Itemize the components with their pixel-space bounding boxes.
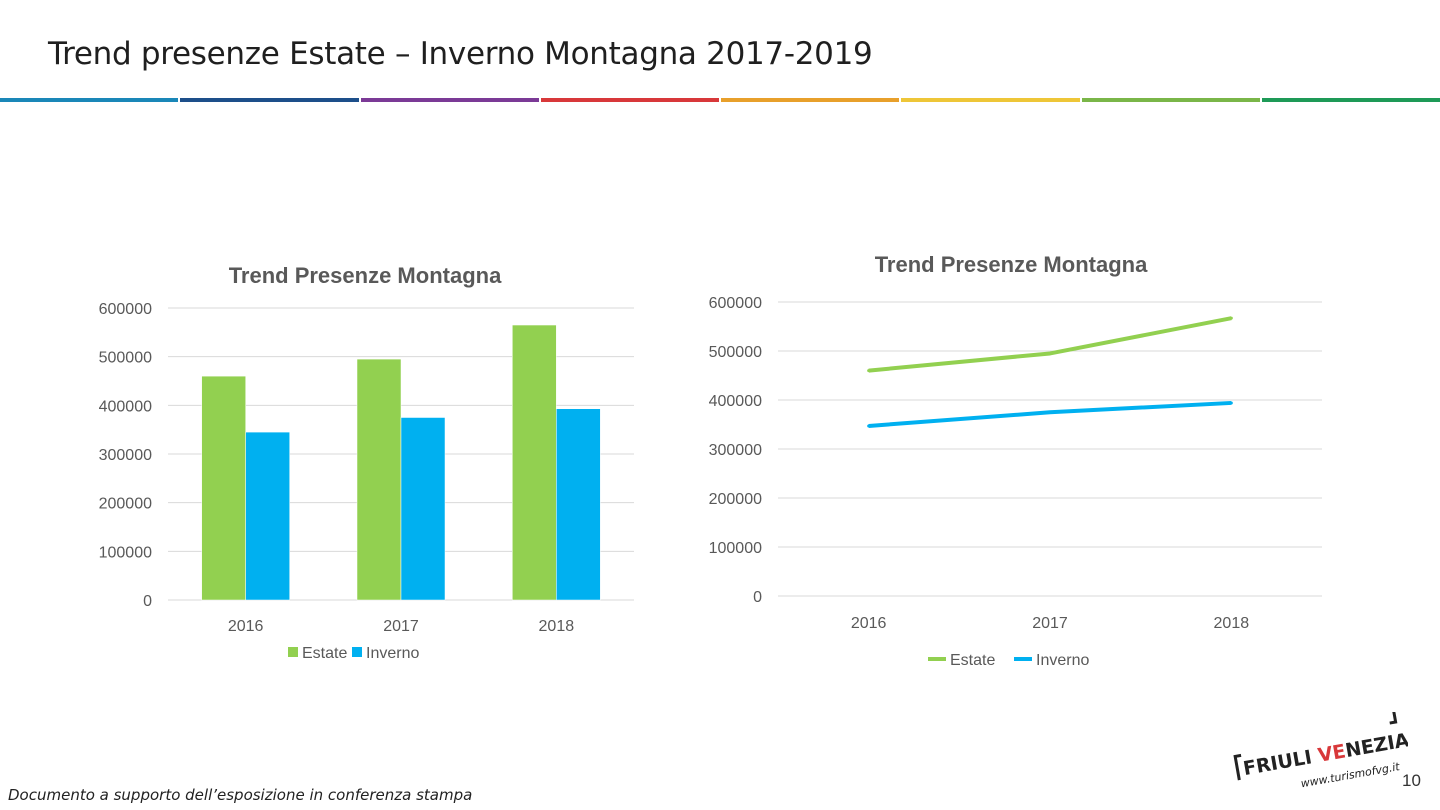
x-tick-label: 2017 [383,618,419,635]
color-band-segment [180,98,359,102]
bar-estate [201,375,246,601]
fvg-logo-mark: FRIULI VENEZIA GIULIA www.turismofvg.it [1233,702,1440,790]
footer-note: Documento a supporto dell’esposizione in… [8,786,473,804]
chart-title: Trend Presenze Montagna [875,252,1148,277]
line-chart: Trend Presenze Montagna 0 100000 200000 3000… [690,240,1370,680]
bar-chart-svg: Trend Presenze Montagna 0 100000 200000 3000… [99,263,634,662]
line-chart-svg: Trend Presenze Montagna 0 100000 200000 3000… [709,252,1322,669]
y-tick-label: 600000 [99,301,152,318]
legend-swatch-estate [288,647,298,657]
color-band [0,98,1440,102]
legend-label: Inverno [1036,652,1089,669]
color-band-segment [1081,98,1260,102]
y-tick-label: 0 [753,589,762,606]
y-tick-label: 400000 [99,398,152,415]
color-band-segment [540,98,719,102]
color-band-segment [901,98,1080,102]
series-line-inverno [868,400,1232,428]
bar-inverno [245,431,290,601]
bar-inverno [400,417,446,601]
y-tick-label: 500000 [99,350,152,367]
data-point-estate [1048,351,1052,355]
color-band-segment [721,98,900,102]
y-tick-label: 200000 [709,491,762,508]
fvg-logo: FRIULI VENEZIA GIULIA www.turismofvg.it [1228,702,1440,796]
y-tick-label: 300000 [99,447,152,464]
series-line-estate [868,316,1232,373]
data-point-inverno [867,424,871,428]
chart-title: Trend Presenze Montagna [229,263,502,288]
data-point-estate [867,369,871,373]
y-tick-label: 100000 [709,540,762,557]
bar-estate [512,324,557,601]
legend-label: Estate [302,645,347,662]
x-tick-label: 2018 [539,618,575,635]
x-tick-label: 2016 [851,615,887,632]
page-number: 10 [1402,771,1421,790]
x-tick-label: 2017 [1032,615,1068,632]
y-tick-label: 100000 [99,544,152,561]
data-point-estate [1229,316,1233,320]
page-title: Trend presenze Estate – Inverno Montagna… [48,36,873,72]
bar-inverno [556,408,601,601]
y-tick-label: 400000 [709,393,762,410]
y-tick-label: 500000 [709,344,762,361]
bar-chart: Trend Presenze Montagna 0 100000 200000 3000… [0,250,680,680]
color-band-segment [360,98,539,102]
y-tick-label: 200000 [99,496,152,513]
color-band-segment [1261,98,1440,102]
y-tick-label: 600000 [709,295,762,312]
bar-estate [356,358,402,601]
y-tick-label: 0 [143,593,152,610]
x-tick-label: 2016 [228,618,264,635]
data-point-inverno [1048,410,1052,414]
legend-label: Estate [950,652,995,669]
legend-swatch-inverno [352,647,362,657]
color-band-segment [0,98,179,102]
x-tick-label: 2018 [1214,615,1250,632]
y-tick-label: 300000 [709,442,762,459]
legend-label: Inverno [366,645,419,662]
data-point-inverno [1229,401,1233,405]
